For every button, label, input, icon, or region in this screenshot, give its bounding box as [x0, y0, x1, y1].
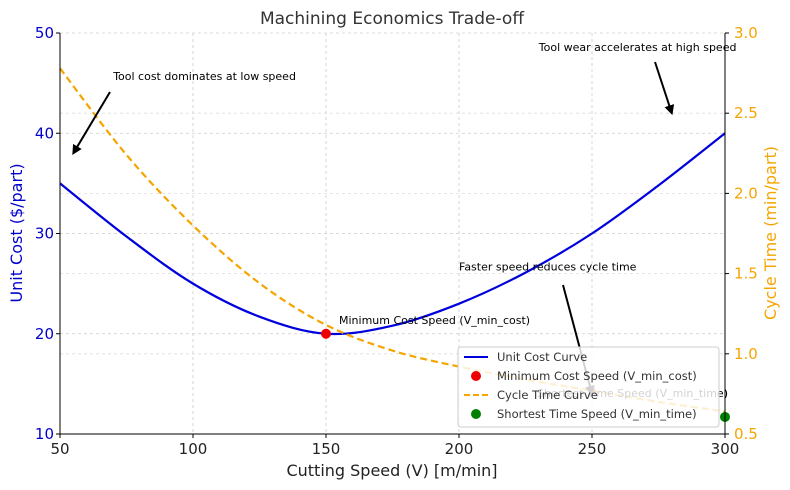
unit-cost-curve	[59, 132, 726, 336]
y-right-tick-label: 0.5	[734, 425, 758, 443]
annotation-arrow-1	[72, 91, 111, 156]
x-tick-label: 300	[711, 440, 740, 458]
x-tick-label: 250	[578, 440, 607, 458]
min-cost-label: Minimum Cost Speed (V_min_cost)	[339, 314, 530, 327]
y-right-tick-label: 1.0	[734, 345, 758, 363]
y-axis-left-title: Unit Cost ($/part)	[7, 163, 26, 302]
legend-entry: Unit Cost Curve	[497, 350, 587, 364]
annotation-arrow-2	[654, 61, 675, 116]
legend: Unit Cost Curve Minimum Cost Speed (V_min…	[457, 346, 720, 428]
y-right-tick-label: 2.5	[734, 104, 758, 122]
legend-box	[457, 346, 720, 428]
legend-entry: Minimum Cost Speed (V_min_cost)	[497, 369, 697, 383]
legend-swatch	[471, 371, 481, 381]
annotation-text-2: Tool wear accelerates at high speed	[538, 41, 737, 54]
annotations-layer: Tool cost dominates at low speed Tool wea…	[72, 41, 737, 396]
chart-title: Machining Economics Trade-off	[260, 9, 525, 29]
y-right-tick-label: 3.0	[734, 24, 758, 42]
min-cost-point	[321, 328, 331, 339]
x-tick-label: 50	[50, 440, 69, 458]
x-tick-label: 100	[179, 440, 208, 458]
y-left-tick-label: 10	[35, 425, 54, 443]
x-tick-label: 200	[445, 440, 474, 458]
legend-entry: Cycle Time Curve	[497, 388, 598, 402]
tick-labels: 50 100 150 200 250 300 10 20 30 40 50 0.5 1.0 1.5 2.0 2…	[35, 24, 758, 458]
y-left-tick-label: 30	[35, 225, 54, 243]
y-right-tick-label: 1.5	[734, 265, 758, 283]
x-tick-label: 150	[312, 440, 341, 458]
x-axis-title: Cutting Speed (V) [m/min]	[286, 461, 497, 480]
y-right-tick-label: 2.0	[734, 184, 758, 202]
annotation-text-3: Faster speed reduces cycle time	[459, 261, 637, 274]
legend-swatch	[471, 409, 481, 419]
y-left-tick-label: 50	[35, 24, 54, 42]
y-left-tick-label: 20	[35, 325, 54, 343]
legend-entry: Shortest Time Speed (V_min_time)	[497, 407, 697, 421]
y-axis-right-title: Cycle Time (min/part)	[761, 146, 780, 320]
y-left-tick-label: 40	[35, 124, 54, 142]
annotation-text-1: Tool cost dominates at low speed	[112, 70, 296, 83]
